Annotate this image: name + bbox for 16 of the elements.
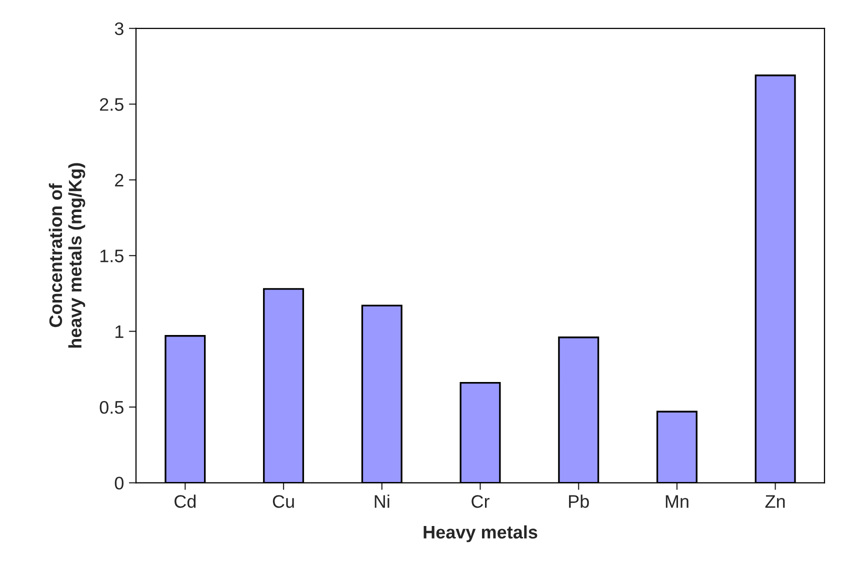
x-tick-label: Cd [174,494,196,508]
y-axis-title: Concentration of heavy metals (mg/Kg) [48,163,86,348]
x-tick-label: Mn [666,495,688,508]
x-tick-label: Ni [374,494,390,508]
y-tick-label: 2 [115,174,124,186]
y-tick-label: 2.5 [100,98,124,111]
y-tick-label: 0.5 [100,401,124,414]
x-axis-title: Heavy metals [424,525,538,542]
x-tick-label: Zn [765,495,785,508]
x-tick-label: Cu [272,495,294,508]
x-tick-label: Pb [569,494,589,508]
y-tick-label: 3 [114,22,124,36]
y-tick-label: 1.5 [100,250,124,262]
y-tick-label: 1 [116,325,124,338]
y-tick-label: 0 [114,476,124,490]
x-tick-label: Cr [472,495,490,508]
